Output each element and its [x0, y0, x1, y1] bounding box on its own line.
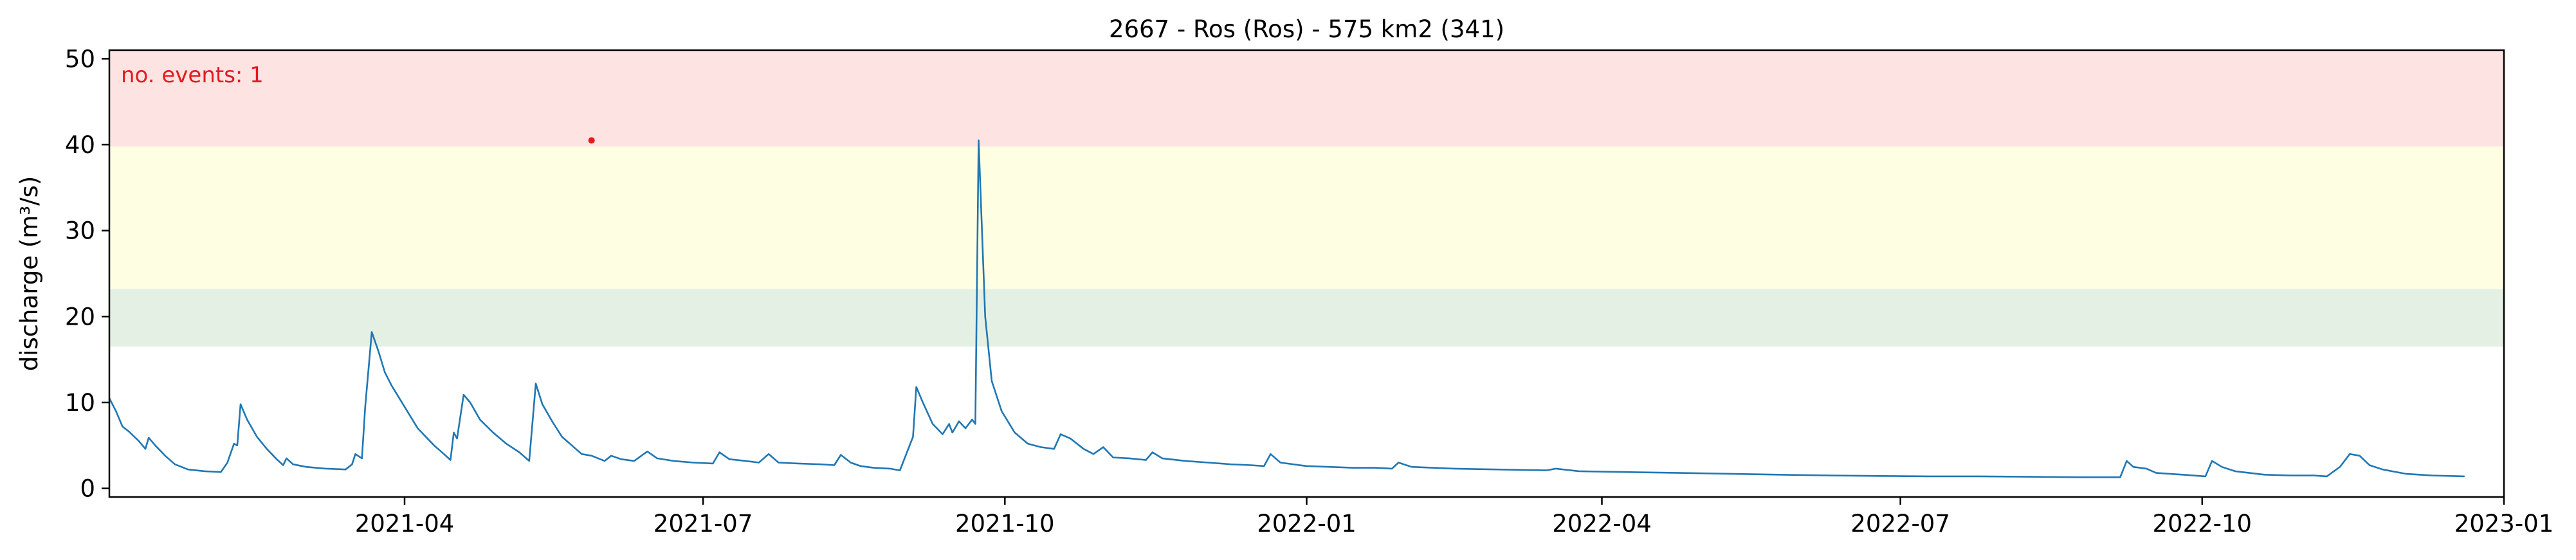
x-axis: 2021-04 2021-07 2021-10 2022-01 2022-04 2022-…: [355, 497, 2554, 537]
chart-title: 2667 - Ros (Ros) - 575 km2 (341): [1109, 15, 1504, 43]
threshold-band-3: [109, 50, 2504, 147]
x-tick-label: 2022-07: [1850, 510, 1950, 537]
threshold-band-2: [109, 146, 2504, 289]
y-tick-label: 20: [65, 303, 95, 330]
threshold-bands: [109, 50, 2504, 347]
y-tick-label: 30: [65, 217, 95, 245]
event-marker-1: [588, 137, 595, 144]
discharge-series-line-1: [108, 140, 2465, 478]
x-tick-label: 2021-04: [355, 510, 455, 537]
y-axis: 0 10 20 30 40 50: [65, 45, 109, 503]
threshold-band-1: [109, 289, 2504, 347]
y-tick-label: 40: [65, 131, 95, 159]
x-tick-label: 2021-07: [653, 510, 753, 537]
x-tick-label: 2022-04: [1552, 510, 1652, 537]
events-annotation: no. events: 1: [121, 62, 264, 88]
y-tick-label: 50: [65, 45, 95, 73]
x-tick-label: 2021-10: [955, 510, 1055, 537]
y-tick-label: 0: [80, 475, 95, 503]
plot-content: [108, 137, 2465, 478]
x-tick-label: 2023-01: [2454, 510, 2554, 537]
y-axis-label: discharge (m³/s): [15, 176, 43, 372]
x-tick-label: 2022-01: [1257, 510, 1357, 537]
y-tick-label: 10: [65, 389, 95, 417]
x-tick-label: 2022-10: [2152, 510, 2252, 537]
